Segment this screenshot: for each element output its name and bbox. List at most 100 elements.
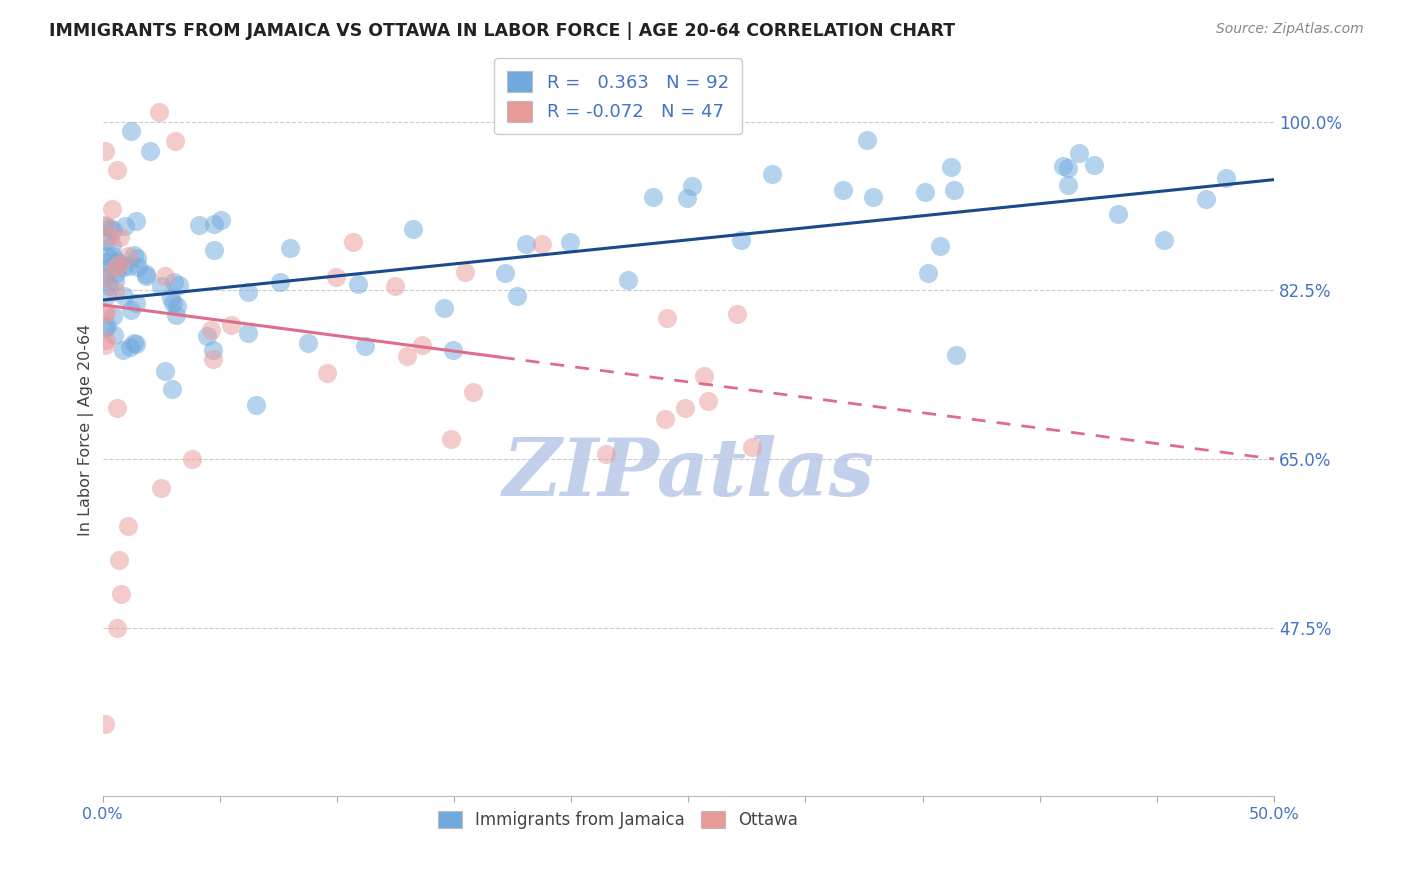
Point — [202, 217, 225, 231]
Point — [112, 289, 135, 303]
Point — [110, 230, 132, 244]
Point — [98, 278, 121, 293]
Point — [110, 587, 132, 601]
Point — [125, 213, 148, 227]
Point — [124, 337, 146, 351]
Point — [103, 328, 125, 343]
Point — [153, 364, 176, 378]
Point — [441, 343, 464, 357]
Point — [494, 266, 516, 280]
Point — [94, 144, 117, 158]
Point — [166, 299, 188, 313]
Point — [236, 326, 259, 340]
Point — [127, 260, 149, 274]
Legend: Immigrants from Jamaica, Ottawa: Immigrants from Jamaica, Ottawa — [432, 804, 804, 835]
Point — [325, 270, 347, 285]
Point — [162, 296, 184, 310]
Point — [101, 238, 124, 252]
Point — [1108, 207, 1130, 221]
Point — [219, 318, 242, 333]
Point — [1056, 178, 1078, 193]
Point — [433, 301, 456, 315]
Point — [105, 163, 128, 178]
Point — [108, 553, 131, 567]
Point — [111, 343, 134, 358]
Point — [101, 249, 124, 263]
Point — [94, 262, 117, 277]
Point — [297, 336, 319, 351]
Point — [117, 519, 139, 533]
Point — [96, 249, 118, 263]
Point — [856, 133, 879, 147]
Point — [269, 275, 291, 289]
Point — [165, 134, 187, 148]
Point — [111, 260, 134, 274]
Point — [395, 349, 418, 363]
Point — [125, 295, 148, 310]
Point — [202, 243, 225, 257]
Point — [94, 254, 117, 268]
Point — [1195, 192, 1218, 206]
Point — [697, 394, 720, 409]
Point — [96, 288, 118, 302]
Point — [741, 440, 763, 454]
Point — [94, 234, 117, 248]
Point — [195, 329, 218, 343]
Point — [125, 251, 148, 265]
Point — [346, 277, 368, 291]
Point — [1052, 160, 1074, 174]
Point — [209, 213, 232, 227]
Point — [641, 190, 664, 204]
Point — [1153, 234, 1175, 248]
Point — [411, 338, 433, 352]
Point — [673, 401, 696, 416]
Point — [96, 306, 118, 320]
Text: ZIPatlas: ZIPatlas — [502, 435, 875, 513]
Point — [94, 219, 117, 233]
Point — [94, 304, 117, 318]
Point — [530, 237, 553, 252]
Point — [316, 366, 339, 380]
Point — [122, 248, 145, 262]
Point — [167, 277, 190, 292]
Point — [120, 124, 142, 138]
Point — [148, 105, 170, 120]
Point — [138, 144, 160, 158]
Point — [98, 230, 121, 244]
Point — [942, 183, 965, 197]
Point — [201, 351, 224, 366]
Point — [101, 309, 124, 323]
Point — [94, 269, 117, 284]
Point — [342, 235, 364, 249]
Point — [94, 219, 117, 233]
Point — [914, 186, 936, 200]
Point — [105, 401, 128, 416]
Point — [560, 235, 582, 250]
Point — [117, 249, 139, 263]
Point — [454, 265, 477, 279]
Point — [118, 341, 141, 355]
Point — [928, 239, 950, 253]
Point — [160, 383, 183, 397]
Point — [761, 167, 783, 181]
Point — [104, 266, 127, 280]
Point — [595, 447, 617, 461]
Point — [98, 221, 121, 235]
Point — [245, 398, 267, 412]
Point — [96, 334, 118, 348]
Point — [122, 336, 145, 351]
Point — [101, 223, 124, 237]
Point — [94, 270, 117, 285]
Point — [188, 218, 211, 232]
Point — [104, 274, 127, 288]
Point — [655, 311, 678, 326]
Point — [149, 278, 172, 293]
Point — [941, 160, 963, 174]
Point — [1069, 145, 1091, 160]
Point — [201, 343, 224, 357]
Point — [278, 241, 301, 255]
Point — [384, 279, 406, 293]
Point — [506, 289, 529, 303]
Point — [1083, 158, 1105, 172]
Point — [159, 291, 181, 305]
